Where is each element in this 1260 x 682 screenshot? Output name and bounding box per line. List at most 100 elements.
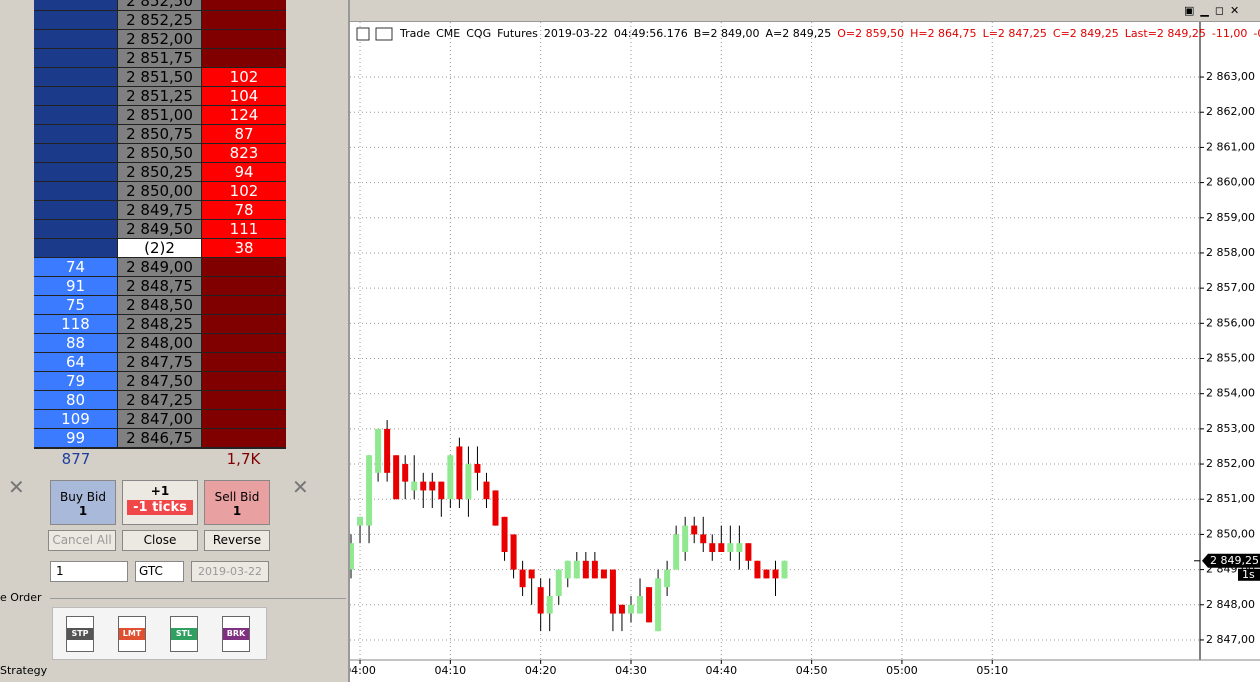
ask-cell bbox=[202, 429, 286, 448]
ask-cell: 87 bbox=[202, 125, 286, 144]
close-icon[interactable]: ✕ bbox=[8, 475, 25, 499]
y-tick-label: 2 855,00 bbox=[1206, 352, 1255, 365]
candle-body bbox=[366, 455, 373, 526]
tif-select[interactable]: GTC bbox=[135, 561, 184, 582]
qty: 1 bbox=[78, 504, 88, 518]
y-tick-label: 2 847,00 bbox=[1206, 633, 1255, 646]
price-cell: 2 851,00 bbox=[118, 106, 201, 125]
reverse-button[interactable]: Reverse bbox=[204, 530, 270, 551]
offset-box[interactable]: +1 -1 ticks bbox=[122, 480, 198, 525]
x-tick-label: 04:10 bbox=[434, 664, 466, 677]
window-controls[interactable]: ▣▁◻✕ bbox=[1184, 4, 1246, 17]
ticks: -1 ticks bbox=[127, 500, 193, 515]
price-cell: 2 851,75 bbox=[118, 49, 201, 68]
candle-body bbox=[456, 446, 463, 500]
y-tick-label: 2 859,00 bbox=[1206, 211, 1255, 224]
date-select[interactable]: 2019-03-22 bbox=[191, 561, 269, 582]
menu-button[interactable] bbox=[375, 27, 393, 41]
buy-button[interactable]: Buy Bid 1 bbox=[50, 480, 116, 525]
y-tick-label: 2 854,00 bbox=[1206, 387, 1255, 400]
ask-cell bbox=[202, 277, 286, 296]
cancel-all[interactable]: Cancel All bbox=[48, 530, 116, 551]
candle-body bbox=[501, 516, 508, 552]
ask-cell bbox=[202, 410, 286, 429]
order-type-icon[interactable]: LMT bbox=[118, 616, 146, 652]
y-tick-label: 2 856,00 bbox=[1206, 316, 1255, 329]
candle-body bbox=[537, 587, 544, 614]
candle-body bbox=[582, 560, 589, 579]
last-price-label: 2 849,25 bbox=[1210, 554, 1259, 567]
candle-body bbox=[438, 481, 445, 500]
candle-body bbox=[375, 428, 382, 473]
ask-cell: 38 bbox=[202, 239, 286, 258]
ask-total: 1,7K bbox=[226, 450, 261, 468]
x-tick-label: 05:00 bbox=[886, 664, 918, 677]
ask-cell bbox=[202, 30, 286, 49]
close-icon[interactable]: ✕ bbox=[292, 475, 309, 499]
candle-body bbox=[664, 569, 671, 588]
price-cell: 2 850,00 bbox=[118, 182, 201, 201]
close-button[interactable]: Close bbox=[122, 530, 198, 551]
candle-body bbox=[573, 560, 580, 579]
order-type-icon[interactable]: STP bbox=[66, 616, 94, 652]
ask-cell bbox=[202, 353, 286, 372]
bid-cell: 64 bbox=[34, 353, 117, 372]
order-type-icon[interactable]: STL bbox=[170, 616, 198, 652]
section-label: Strategy bbox=[0, 664, 48, 677]
candle-body bbox=[709, 543, 716, 552]
bid-total: 877 bbox=[61, 450, 91, 468]
header-item: 2019-03-22 bbox=[544, 27, 608, 40]
plot-area bbox=[350, 22, 1200, 660]
order-icons: STP LMT STL BRK bbox=[52, 607, 267, 660]
bid-cell: 79 bbox=[34, 372, 117, 391]
bid-cell bbox=[34, 106, 117, 125]
ask-cell bbox=[202, 11, 286, 30]
candle-body bbox=[555, 569, 562, 596]
ask-cell: 124 bbox=[202, 106, 286, 125]
price-cell: 2 850,50 bbox=[118, 144, 201, 163]
candle-body bbox=[691, 525, 698, 535]
order-type-icon[interactable]: BRK bbox=[222, 616, 250, 652]
price-cell: 2 852,50 bbox=[118, 0, 201, 11]
header-item: CME bbox=[436, 27, 460, 40]
candle-body bbox=[510, 534, 517, 570]
candle-body bbox=[736, 543, 743, 552]
ask-cell bbox=[202, 315, 286, 334]
bid-cell: 80 bbox=[34, 391, 117, 410]
candle-body bbox=[492, 490, 499, 526]
candle-body bbox=[754, 560, 761, 579]
candle-body bbox=[646, 587, 653, 623]
bid-cell bbox=[34, 125, 117, 144]
interval-label: 1s bbox=[1242, 568, 1255, 581]
candle-body bbox=[772, 569, 779, 579]
bid-cell: 109 bbox=[34, 410, 117, 429]
candle-body bbox=[519, 569, 526, 588]
y-tick-label: 2 861,00 bbox=[1206, 140, 1255, 153]
price-cell: 2 848,00 bbox=[118, 334, 201, 353]
header-item: 04:49:56.176 bbox=[614, 27, 688, 40]
bid-cell bbox=[34, 144, 117, 163]
header-item: Last=2 849,25 bbox=[1125, 27, 1206, 40]
bid-cell bbox=[34, 11, 117, 30]
sell-button[interactable]: Sell Bid 1 bbox=[204, 480, 270, 525]
header-item: -0,38% bbox=[1253, 27, 1260, 40]
bid-cell bbox=[34, 201, 117, 220]
ask-cell: 823 bbox=[202, 144, 286, 163]
qty-input[interactable]: 1 bbox=[50, 561, 128, 582]
header-item: -11,00 bbox=[1212, 27, 1247, 40]
ask-cell bbox=[202, 258, 286, 277]
x-tick-label: 04:30 bbox=[615, 664, 647, 677]
menu-button[interactable] bbox=[356, 27, 370, 41]
header-item: H=2 864,75 bbox=[910, 27, 976, 40]
x-tick-label: 04:50 bbox=[796, 664, 828, 677]
candle-body bbox=[682, 525, 689, 552]
header-item: CQG bbox=[466, 27, 491, 40]
x-tick-label: 04:00 bbox=[350, 664, 376, 677]
candle-body bbox=[429, 481, 436, 491]
x-tick-label: 04:40 bbox=[705, 664, 737, 677]
ask-cell bbox=[202, 49, 286, 68]
price-cell: 2 848,50 bbox=[118, 296, 201, 315]
dom-ladder: 2 852,50 2 852,25 2 852,00 2 851,75 2 851,50… bbox=[34, 0, 286, 449]
header-item: C=2 849,25 bbox=[1053, 27, 1119, 40]
